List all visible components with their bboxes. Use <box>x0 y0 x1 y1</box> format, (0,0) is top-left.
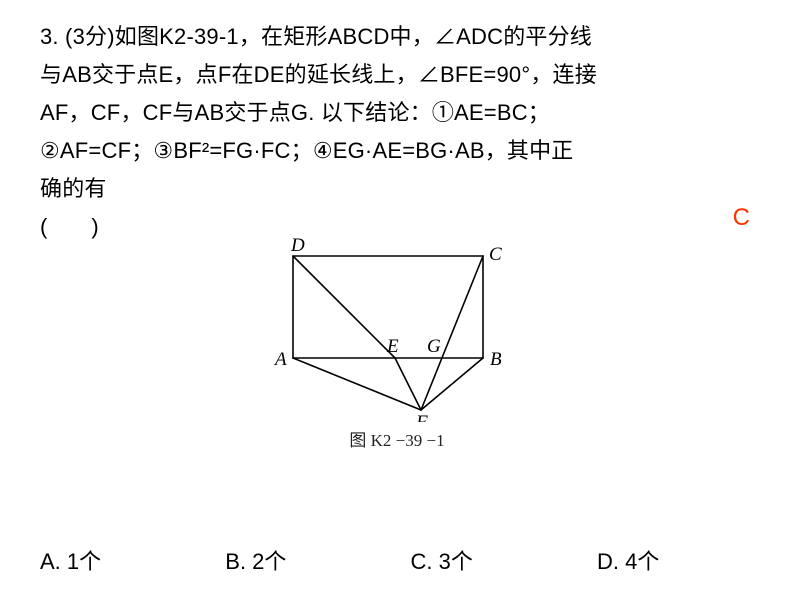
q-line3: AF，CF，CF与AB交于点G. 以下结论：①AE=BC； <box>40 100 550 125</box>
geometry-figure: A B C D E G F 图 K2 −39 −1 <box>0 238 794 451</box>
option-d: D. 4个 <box>597 544 659 576</box>
answer-letter: C <box>733 204 750 232</box>
svg-text:B: B <box>490 349 502 370</box>
answer-bracket: ( ) <box>40 214 99 239</box>
options-row: A. 1个 B. 2个 C. 3个 D. 4个 <box>40 544 754 576</box>
question-number: 3. (3分) <box>40 24 115 49</box>
q-line2: 与AB交于点E，点F在DE的延长线上，∠BFE=90°，连接 <box>40 62 597 87</box>
q-line5: 确的有 <box>40 176 107 201</box>
q-line1: 如图K2-39-1，在矩形ABCD中，∠ADC的平分线 <box>115 24 592 49</box>
svg-text:G: G <box>427 336 441 357</box>
svg-text:C: C <box>489 244 502 265</box>
svg-text:A: A <box>273 349 287 370</box>
q-line4: ②AF=CF；③BF²=FG·FC；④EG·AE=BG·AB，其中正 <box>40 138 574 163</box>
svg-text:E: E <box>386 336 399 357</box>
svg-text:D: D <box>290 238 305 256</box>
option-b: B. 2个 <box>225 544 286 576</box>
option-a: A. 1个 <box>40 544 101 576</box>
svg-text:F: F <box>415 412 428 422</box>
option-c: C. 3个 <box>411 544 473 576</box>
figure-caption: 图 K2 −39 −1 <box>0 426 794 451</box>
